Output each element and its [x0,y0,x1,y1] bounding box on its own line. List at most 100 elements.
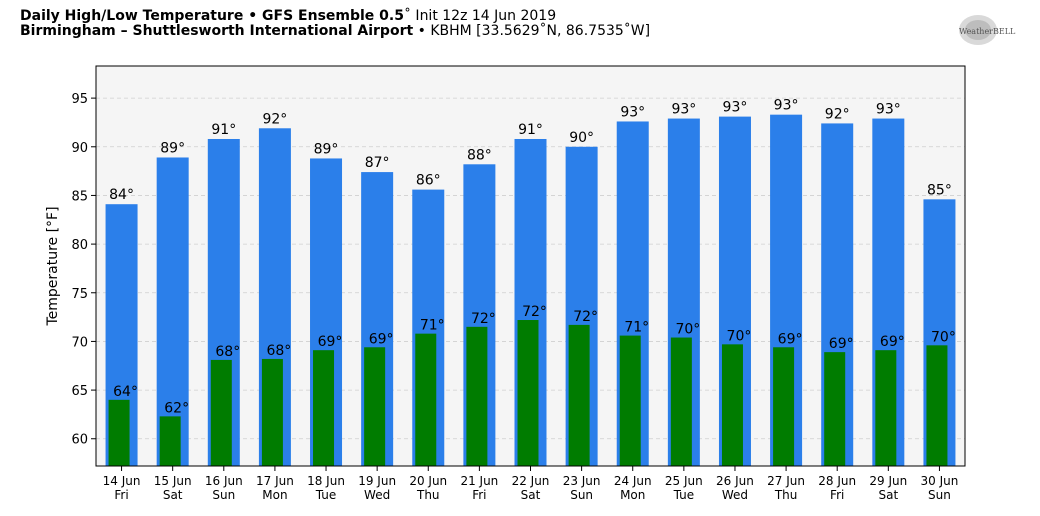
low-bar [159,416,181,466]
title-degree: ˚ [403,8,411,24]
x-tick-day: Sat [163,488,183,502]
chart-title: Daily High/Low Temperature • GFS Ensembl… [20,9,650,39]
x-tick-date: 20 Jun [409,474,447,488]
y-tick-label: 75 [71,287,88,302]
title-line-2: Birmingham – Shuttlesworth International… [20,24,650,39]
y-tick-label: 70 [71,335,88,350]
low-value-label: 72° [471,311,496,327]
low-value-label: 71° [420,318,445,334]
low-bar [568,324,590,466]
high-value-label: 90° [569,130,594,146]
high-bar [156,157,189,466]
y-tick-label: 90 [71,141,88,156]
x-tick-date: 19 Jun [358,474,396,488]
high-value-label: 93° [876,102,901,118]
data-labels: 84° 64° 89° 62° 91° 68° 92° 68° 89° 69° 87° 69° 86° 7… [109,98,956,417]
low-value-label: 70° [727,328,752,344]
weatherbell-logo: WeatherBELL [959,15,1016,45]
x-tick-day: Thu [774,488,798,502]
x-tick-date: 30 Jun [921,474,959,488]
x-tick-day: Tue [315,488,337,502]
x-tick-day: Sun [212,488,235,502]
x-tick-day: Sat [521,488,541,502]
x-tick-day: Sun [928,488,951,502]
y-tick-label: 60 [71,433,88,448]
low-value-label: 68° [215,344,240,360]
low-bar [926,345,948,466]
low-bar [364,347,386,466]
x-tick-date: 18 Jun [307,474,345,488]
high-value-label: 92° [825,106,850,122]
low-value-label: 69° [369,331,394,347]
low-bar [517,320,539,466]
high-value-label: 84° [109,187,134,203]
x-tick-date: 17 Jun [256,474,294,488]
x-tick-date: 16 Jun [205,474,243,488]
high-value-label: 93° [723,100,748,116]
x-tick-date: 29 Jun [869,474,907,488]
low-bar [466,326,488,466]
low-value-label: 64° [113,384,138,400]
low-value-label: 69° [880,334,905,350]
x-tick-date: 27 Jun [767,474,805,488]
x-tick-date: 24 Jun [614,474,652,488]
low-bar [824,352,846,466]
x-tick-day: Wed [364,488,390,502]
high-value-label: 91° [518,122,543,138]
high-value-label: 88° [467,147,492,163]
x-tick-day: Mon [620,488,645,502]
high-value-label: 93° [774,98,799,114]
title-init-time: Init 12z 14 Jun 2019 [410,8,557,24]
x-tick-date: 15 Jun [154,474,192,488]
low-bars [108,320,948,466]
y-tick-label: 80 [71,238,88,253]
high-value-label: 93° [620,104,645,120]
low-value-label: 69° [778,331,803,347]
high-value-label: 93° [671,102,696,118]
y-axis: 60 65 70 75 80 85 90 95 [71,92,96,448]
x-tick-day: Thu [416,488,440,502]
low-value-label: 71° [624,320,649,336]
high-value-label: 85° [927,182,952,198]
x-tick-day: Fri [114,488,128,502]
high-value-label: 89° [314,141,339,157]
low-value-label: 68° [266,343,291,359]
x-tick-date: 14 Jun [103,474,141,488]
low-bar [261,358,283,466]
low-bar [670,337,692,466]
low-bar [619,335,641,466]
high-value-label: 92° [262,111,287,127]
high-value-label: 89° [160,140,185,156]
logo-text: WeatherBELL [959,27,1016,36]
low-value-label: 70° [931,329,956,345]
x-tick-date: 26 Jun [716,474,754,488]
title-location: Birmingham – Shuttlesworth International… [20,23,414,39]
x-tick-day: Wed [722,488,748,502]
y-tick-label: 85 [71,189,88,204]
high-value-label: 86° [416,173,441,189]
title-coordinates: • KBHM [33.5629˚N, 86.7535˚W] [413,23,651,39]
low-bar [773,347,795,466]
low-bar [210,359,232,466]
y-tick-label: 65 [71,384,88,399]
low-value-label: 62° [164,400,189,416]
x-tick-date: 21 Jun [460,474,498,488]
x-tick-date: 28 Jun [818,474,856,488]
low-bar [415,333,437,466]
y-tick-label: 95 [71,92,88,107]
x-tick-day: Sat [878,488,898,502]
x-tick-day: Tue [673,488,695,502]
x-tick-date: 25 Jun [665,474,703,488]
x-tick-day: Mon [262,488,287,502]
x-tick-date: 22 Jun [512,474,550,488]
x-tick-date: 23 Jun [563,474,601,488]
low-value-label: 70° [675,322,700,338]
x-tick-day: Fri [472,488,486,502]
low-bar [721,344,743,466]
high-value-label: 87° [365,155,390,171]
high-value-label: 91° [211,122,236,138]
x-tick-day: Fri [830,488,844,502]
x-tick-day: Sun [570,488,593,502]
